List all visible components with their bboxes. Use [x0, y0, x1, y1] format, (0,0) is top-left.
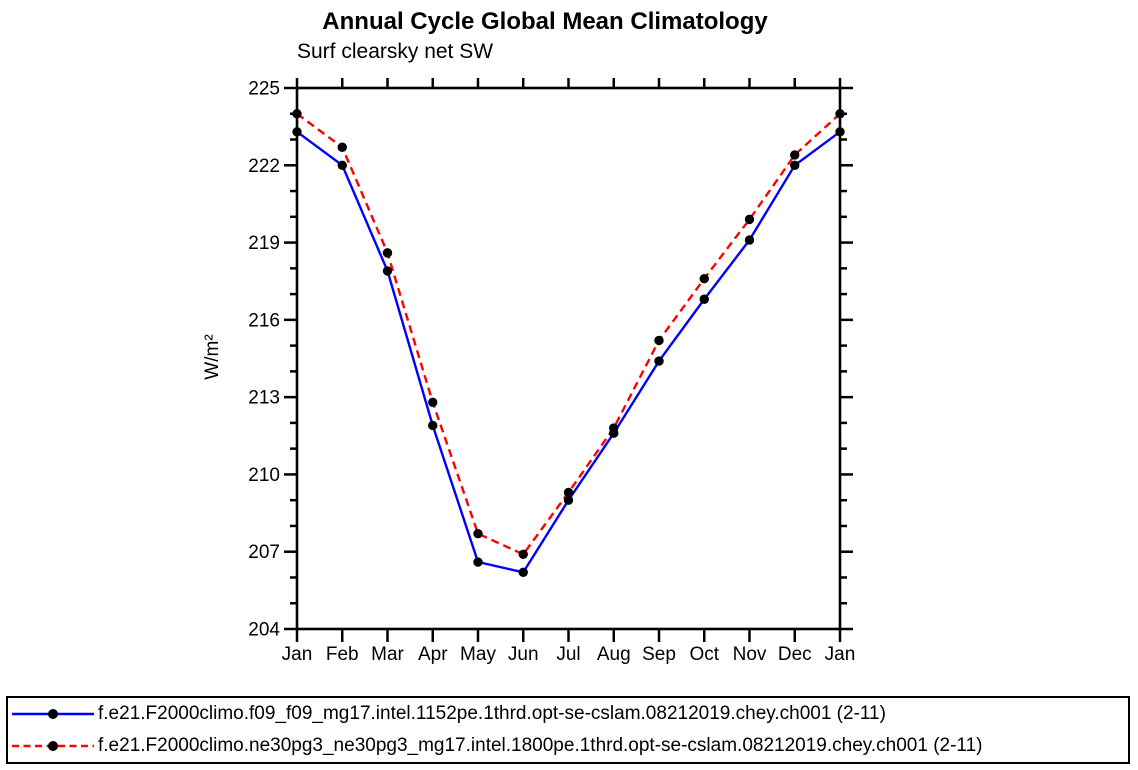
- legend-item: f.e21.F2000climo.ne30pg3_ne30pg3_mg17.in…: [10, 731, 1128, 762]
- svg-text:Dec: Dec: [778, 644, 812, 665]
- svg-text:225: 225: [248, 79, 280, 100]
- svg-text:May: May: [460, 644, 496, 665]
- blue-solid-line-marker-icon: [12, 709, 94, 719]
- legend-item: f.e21.F2000climo.f09_f09_mg17.intel.1152…: [10, 699, 1128, 730]
- legend: f.e21.F2000climo.f09_f09_mg17.intel.1152…: [6, 696, 1130, 764]
- red-dashed-line-marker-icon: [12, 741, 94, 751]
- svg-text:Apr: Apr: [418, 644, 448, 665]
- svg-text:207: 207: [248, 542, 280, 563]
- svg-text:Jan: Jan: [282, 644, 313, 665]
- annual-cycle-chart: Jan Feb Mar Apr May Jun Jul Aug Sep Oct Nov Dec Jan2…: [248, 78, 856, 665]
- svg-text:216: 216: [248, 310, 280, 331]
- svg-text:Jun: Jun: [508, 644, 539, 665]
- svg-text:222: 222: [248, 156, 280, 177]
- svg-text:Mar: Mar: [371, 644, 404, 665]
- svg-text:Feb: Feb: [326, 644, 359, 665]
- svg-text:219: 219: [248, 233, 280, 254]
- svg-text:204: 204: [248, 620, 280, 641]
- svg-text:Jul: Jul: [556, 644, 580, 665]
- svg-text:Sep: Sep: [642, 644, 676, 665]
- svg-text:Nov: Nov: [733, 644, 767, 665]
- chart-subtitle: Surf clearsky net SW: [297, 40, 494, 63]
- svg-text:210: 210: [248, 465, 280, 486]
- legend-label: f.e21.F2000climo.f09_f09_mg17.intel.1152…: [98, 703, 886, 724]
- svg-text:Jan: Jan: [825, 644, 856, 665]
- svg-text:Oct: Oct: [689, 644, 719, 665]
- svg-text:213: 213: [248, 388, 280, 409]
- legend-label: f.e21.F2000climo.ne30pg3_ne30pg3_mg17.in…: [98, 735, 983, 756]
- svg-text:Aug: Aug: [597, 644, 631, 665]
- page-title: Annual Cycle Global Mean Climatology: [322, 8, 768, 35]
